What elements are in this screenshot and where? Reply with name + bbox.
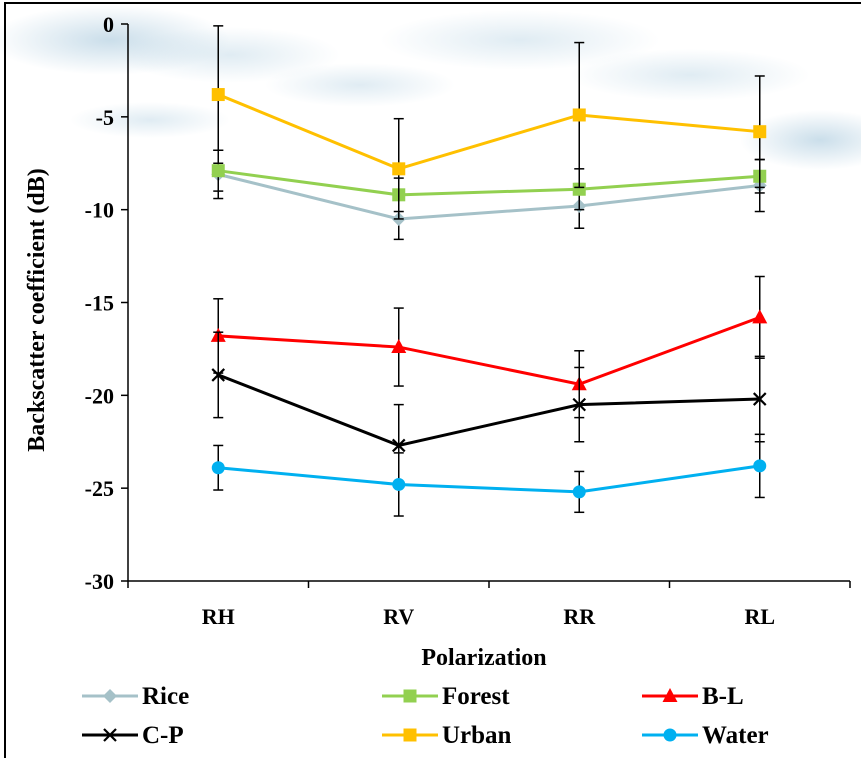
legend-label: Forest (442, 683, 510, 710)
legend-label: Rice (142, 683, 189, 710)
x-axis-title: Polarization (421, 645, 546, 671)
legend-item-forest: Forest (382, 683, 510, 710)
y-tick-label: -5 (96, 105, 114, 130)
data-point-c-p (572, 397, 587, 412)
series-layer (210, 25, 768, 517)
data-point-water (753, 459, 767, 473)
y-tick-label: 0 (103, 12, 114, 37)
data-point-urban (392, 162, 406, 176)
y-tick-label: -25 (85, 476, 114, 501)
legend-item-b-l: B-L (642, 683, 744, 710)
legend-item-rice: Rice (82, 683, 189, 710)
series-line-rice (217, 172, 760, 221)
series-line-water (218, 464, 760, 494)
y-tick-label: -10 (85, 198, 114, 223)
data-point-b-l (752, 309, 768, 324)
series-line-forest (218, 169, 760, 197)
figure-frame (4, 2, 861, 758)
x-tick-label: RV (383, 604, 414, 629)
y-tick-label: -15 (85, 291, 114, 316)
legend-marker (403, 689, 417, 703)
legend: Rice Forest B-L C-P Urban Water (82, 683, 769, 749)
legend-item-urban: Urban (382, 722, 512, 749)
x-tick-label: RR (563, 604, 596, 629)
legend-label: C-P (142, 722, 184, 749)
series-b-l (210, 275, 768, 419)
data-point-water (392, 477, 406, 491)
legend-marker (103, 728, 117, 742)
series-urban (211, 25, 767, 220)
series-c-p (211, 331, 767, 488)
x-tick-label: RL (744, 604, 775, 629)
series-water (211, 433, 767, 517)
data-point-forest (572, 182, 586, 196)
legend-label: Urban (442, 722, 512, 749)
data-point-urban (211, 88, 225, 102)
data-point-water (211, 461, 225, 475)
series-line-urban (217, 93, 760, 171)
data-point-urban (572, 108, 586, 122)
x-tick-label: RH (202, 604, 235, 629)
series-line-b-l (218, 315, 761, 386)
data-point-urban (753, 125, 767, 139)
legend-label: B-L (702, 683, 744, 710)
background-watermark (0, 5, 861, 170)
y-tick-label: -20 (85, 383, 114, 408)
chart-axes (127, 24, 850, 582)
legend-marker (662, 688, 678, 702)
legend-item-water: Water (642, 722, 769, 749)
legend-label: Water (702, 722, 769, 749)
data-point-b-l (391, 339, 407, 354)
data-point-c-p (211, 368, 226, 382)
legend-item-c-p: C-P (82, 722, 184, 749)
legend-marker (403, 728, 417, 742)
series-forest (211, 149, 767, 213)
y-axis-title: Backscatter coefficient (dB) (24, 168, 50, 451)
x-axis-ticks: RH RV RR RL (127, 581, 851, 629)
y-axis-ticks: 0 -5 -10 -15 -20 -25 -30 (85, 12, 128, 594)
legend-marker (663, 728, 677, 742)
series-line-c-p (217, 373, 760, 448)
data-point-forest (211, 164, 225, 178)
data-point-water (572, 485, 586, 499)
legend-marker (103, 689, 117, 703)
y-tick-label: -30 (85, 569, 114, 594)
data-point-c-p (391, 438, 406, 453)
series-rice (211, 149, 767, 241)
data-point-c-p (752, 392, 767, 406)
